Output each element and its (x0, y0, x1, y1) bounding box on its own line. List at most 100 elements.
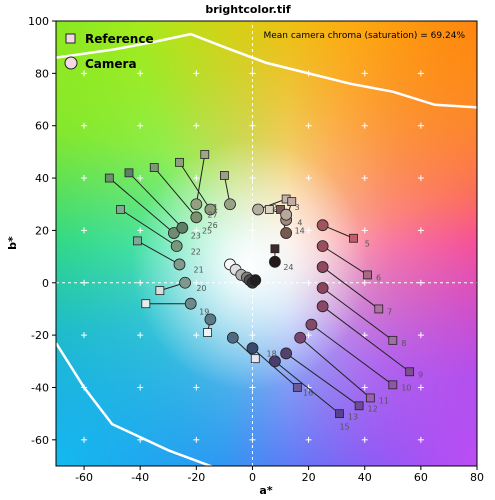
mean-chroma-annotation: Mean camera chroma (saturation) = 69.24% (263, 31, 465, 41)
patch-label-18: 18 (267, 349, 277, 358)
legend-reference-label: Reference (85, 32, 154, 46)
data-points (104, 150, 415, 419)
grid-plus-marker (249, 332, 256, 339)
camera-point-13 (269, 355, 281, 368)
camera-point-19 (179, 276, 192, 289)
grid-plus-marker (137, 70, 144, 77)
x-tick-label: 20 (302, 471, 316, 484)
camera-point-17 (204, 313, 217, 326)
y-tick-label: 20 (35, 224, 49, 237)
patch-labels: 1 2 34567891011121314151618192021222324252… (191, 203, 423, 432)
camera-point-23 (176, 221, 189, 234)
connector-line-11 (299, 337, 371, 399)
reference-point-26 (175, 157, 184, 167)
reference-point-13 (335, 409, 344, 419)
grid-plus-marker (417, 384, 424, 391)
camera-point-1 (224, 198, 236, 211)
camera-point-18 (184, 297, 197, 310)
camera-point-16 (226, 331, 239, 344)
camera-point-6 (316, 240, 329, 253)
connector-line-20 (137, 240, 180, 265)
grid-plus-marker (137, 122, 144, 129)
connector-line-15 (252, 347, 298, 388)
grid-plus-marker (361, 436, 368, 443)
x-tick-label: 80 (470, 471, 484, 484)
grid-plus-marker (193, 436, 200, 443)
reference-point-23 (124, 168, 134, 178)
grid-plus-marker (81, 384, 88, 391)
grid-plus-marker (361, 384, 368, 391)
reference-point-11 (365, 393, 375, 403)
grid-plus-marker (137, 175, 144, 182)
neutral-point (249, 274, 262, 287)
camera-point-24 (280, 208, 293, 221)
patch-label-6: 6 (376, 274, 381, 283)
legend-camera-marker (64, 56, 78, 70)
grid-plus-marker (81, 279, 88, 286)
grid-plus-marker (193, 175, 200, 182)
camera-point-27 (190, 198, 203, 211)
camera-point-7 (316, 261, 329, 273)
x-tick-label: 0 (249, 471, 256, 484)
connector-line-12 (285, 353, 360, 407)
y-tick-label: 80 (35, 67, 49, 80)
grid-plus-marker (249, 384, 256, 391)
grid-plus-marker (193, 279, 200, 286)
patch-label-13: 13 (348, 412, 358, 421)
patch-label-22: 22 (191, 247, 201, 256)
grid-plus-marker (361, 175, 368, 182)
camera-point-10 (305, 318, 318, 331)
grid-plus-marker (249, 227, 256, 234)
grid-plus-marker (193, 70, 200, 77)
grid-plus-marker (81, 436, 88, 443)
gamut-boundary-upper (56, 32, 477, 109)
y-tick-label: 60 (35, 120, 49, 133)
grid-plus-marker (249, 122, 256, 129)
grid-plus-marker (137, 384, 144, 391)
patch-label-15: 15 (339, 423, 349, 432)
x-axis-label: a* (259, 484, 272, 497)
y-tick-label: 0 (42, 277, 49, 290)
patch-label-25: 25 (202, 226, 212, 235)
reference-point-20 (132, 236, 142, 246)
grid-plus-marker (417, 175, 424, 182)
grid-plus-marker (417, 436, 424, 443)
camera-point-9 (316, 300, 329, 313)
connector-line-27 (195, 154, 206, 205)
grid-plus-marker (305, 70, 312, 77)
grid-plus-marker (81, 227, 88, 234)
reference-point-24 (264, 205, 274, 214)
camera-point-25 (190, 211, 203, 224)
reference-point-22 (104, 173, 114, 183)
reference-point-8 (388, 335, 398, 345)
connector-line-13 (274, 360, 340, 415)
grid-plus-marker (249, 436, 256, 443)
patch-label-7: 7 (387, 308, 392, 317)
reference-point-18 (141, 299, 151, 309)
reference-point-10 (388, 380, 398, 390)
y-axis-label: b* (6, 236, 19, 250)
grid-plus-marker (193, 384, 200, 391)
grid-plus-marker (305, 436, 312, 443)
grid-plus-marker (193, 122, 200, 129)
reference-point-15 (292, 383, 302, 392)
connector-line-21 (120, 209, 177, 247)
grid-plus-marker (417, 332, 424, 339)
grid-markers (56, 21, 477, 466)
camera-point-11 (294, 331, 307, 344)
camera-point-4 (280, 227, 293, 239)
chart-title: brightcolor.tif (205, 3, 291, 16)
grid-plus-marker (305, 175, 312, 182)
patch-label-14: 14 (295, 226, 305, 235)
camera-point-22 (167, 227, 180, 239)
x-axis-ticks: -60 -40 -20 0 20 40 60 80 (75, 466, 484, 484)
connector-line-23 (128, 172, 183, 229)
grid-plus-marker (417, 227, 424, 234)
reference-point-27 (200, 150, 210, 159)
camera-point-2 (252, 203, 264, 216)
grid-plus-marker (305, 332, 312, 339)
reference-point-6 (363, 270, 372, 280)
grid-plus-marker (361, 122, 368, 129)
patch-label-20: 20 (196, 284, 206, 293)
